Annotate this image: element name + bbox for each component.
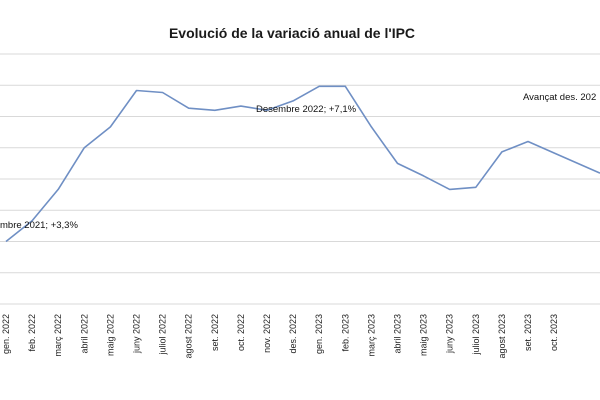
series-line bbox=[5, 85, 600, 243]
x-tick-label: oct. 2022 bbox=[236, 314, 246, 351]
x-tick-label: nov. 2022 bbox=[262, 314, 272, 353]
x-tick-label: set. 2022 bbox=[210, 314, 220, 351]
x-tick-label: agost 2023 bbox=[497, 314, 507, 359]
x-tick-label: des. 2022 bbox=[288, 314, 298, 354]
x-tick-label: març 2023 bbox=[366, 314, 376, 357]
x-tick-label: juliol 2022 bbox=[158, 314, 168, 356]
x-tick-label: gen. 2022 bbox=[1, 314, 11, 354]
gridlines bbox=[0, 53, 600, 305]
x-tick-label: març 2022 bbox=[53, 314, 63, 357]
x-tick-label: gen. 2023 bbox=[314, 314, 324, 354]
annotation-december-2022: Desembre 2022; +7,1% bbox=[256, 104, 357, 115]
data-points bbox=[5, 86, 555, 242]
x-tick-label: feb. 2023 bbox=[340, 314, 350, 352]
x-tick-label: juny 2022 bbox=[132, 314, 142, 354]
x-tick-label: set. 2023 bbox=[523, 314, 533, 351]
x-tick-label: abril 2022 bbox=[79, 314, 89, 354]
x-tick-label: abril 2023 bbox=[393, 314, 403, 354]
chart-title: Evolució de la variació anual de l'IPC bbox=[169, 25, 415, 41]
x-tick-label: juliol 2023 bbox=[471, 314, 481, 356]
x-tick-label: oct. 2023 bbox=[549, 314, 559, 351]
x-tick-label: agost 2022 bbox=[184, 314, 194, 359]
annotation-advanced-december-2023: Avançat des. 202 bbox=[523, 92, 596, 103]
x-axis-tick-labels: gen. 2022 feb. 2022 març 2022 abril 2022 mai… bbox=[1, 314, 559, 359]
x-tick-label: juny 2023 bbox=[445, 314, 455, 354]
x-tick-label: feb. 2022 bbox=[27, 314, 37, 352]
x-tick-label: maig 2022 bbox=[105, 314, 115, 356]
x-tick-label: maig 2023 bbox=[419, 314, 429, 356]
annotation-december-2021: mbre 2021; +3,3% bbox=[0, 220, 78, 231]
